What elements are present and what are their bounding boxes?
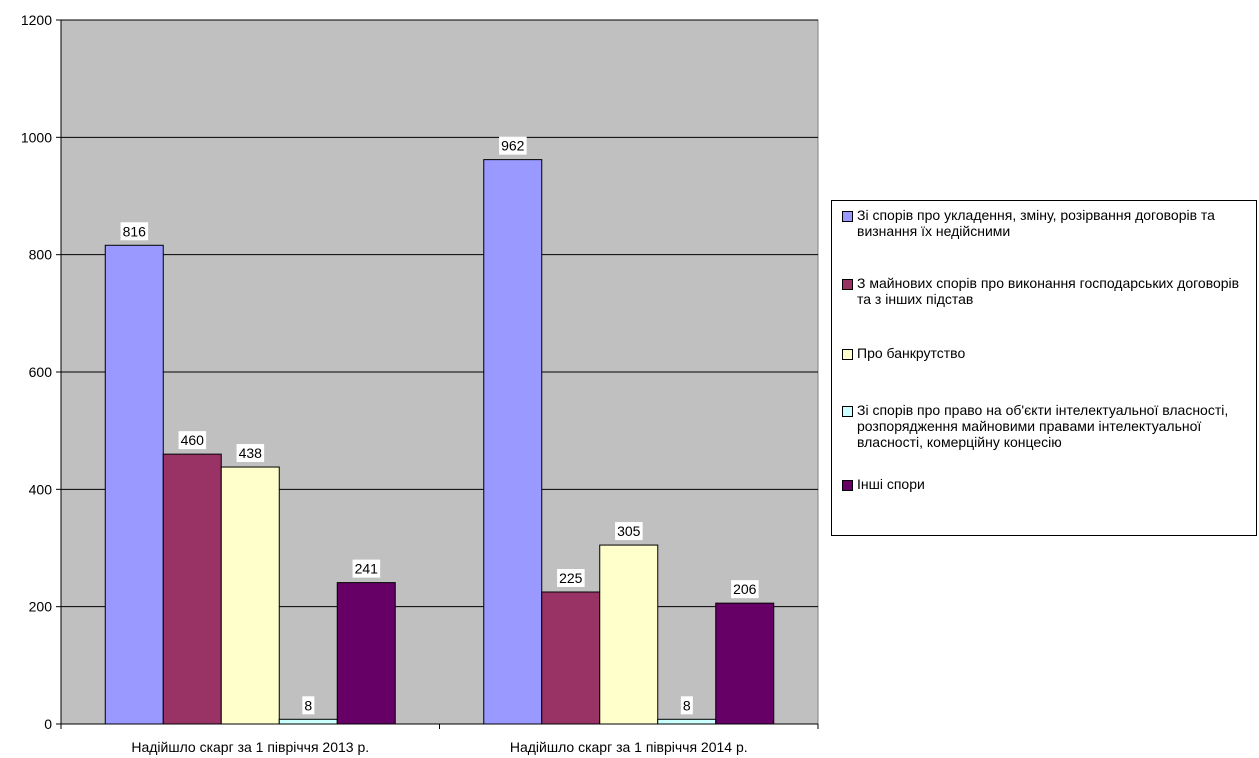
legend-label: З майнових спорів про виконання господар… [857, 275, 1240, 307]
legend-swatch [842, 349, 853, 360]
data-labels: 816 460 438 8 241 962 225 305 8 206 [120, 136, 759, 715]
x-category-label: Надійшло скарг за 1 півріччя 2014 р. [510, 739, 748, 755]
bar [104, 244, 164, 725]
data-label: 241 [355, 561, 379, 577]
legend-label: Про банкрутство [857, 345, 966, 361]
data-label-background [352, 559, 381, 578]
legend-swatch [842, 211, 853, 222]
data-label: 8 [683, 697, 691, 713]
data-label: 206 [733, 581, 757, 597]
y-tick-label: 200 [29, 599, 53, 615]
data-label-background [499, 136, 527, 155]
legend-item: З майнових спорів про виконання господар… [842, 275, 1250, 307]
bar [541, 591, 601, 725]
data-label: 962 [501, 138, 525, 154]
bars [104, 159, 775, 725]
legend-item: Зі спорів про право на об'єкти інтелекту… [842, 402, 1250, 450]
legend: Зі спорів про укладення, зміну, розірван… [831, 200, 1257, 536]
legend-label: Зі спорів про право на об'єкти інтелекту… [857, 402, 1229, 450]
bar [599, 544, 659, 725]
legend-label: Зі спорів про укладення, зміну, розірван… [857, 207, 1215, 239]
legend-swatch [842, 406, 853, 417]
bar [162, 453, 222, 725]
legend-label: Інші спори [857, 476, 925, 492]
y-axis: 0 200 400 600 800 1000 1200 [21, 12, 62, 732]
bar [220, 466, 280, 725]
bar [483, 159, 543, 725]
data-label-background [178, 431, 207, 450]
y-tick-label: 1000 [21, 129, 52, 145]
data-label-background [680, 696, 693, 715]
data-label: 225 [559, 570, 583, 586]
data-label-background [236, 444, 265, 463]
legend-swatch [842, 279, 853, 290]
data-label: 438 [239, 445, 263, 461]
x-category-label: Надійшло скарг за 1 півріччя 2013 р. [131, 739, 369, 755]
legend-item: Зі спорів про укладення, зміну, розірван… [842, 207, 1250, 239]
bar [278, 718, 338, 725]
data-label-background [557, 569, 585, 587]
bar [657, 718, 717, 725]
bar [715, 602, 775, 725]
y-tick-label: 800 [29, 247, 53, 263]
legend-item: Інші спори [842, 476, 1250, 492]
bar [336, 582, 396, 725]
data-label-background [120, 222, 149, 241]
y-tick-label: 0 [44, 716, 52, 732]
x-axis: Надійшло скарг за 1 півріччя 2013 р. Наді… [60, 723, 819, 755]
data-label-background [731, 580, 759, 599]
data-label: 816 [123, 223, 147, 239]
data-label: 305 [617, 523, 641, 539]
legend-item: Про банкрутство [842, 345, 1250, 361]
data-label: 460 [181, 432, 205, 448]
y-tick-label: 600 [29, 364, 53, 380]
data-label-background [302, 696, 315, 715]
y-tick-label: 1200 [21, 12, 52, 28]
data-label-background [615, 522, 643, 541]
data-label: 8 [304, 697, 312, 713]
y-tick-label: 400 [29, 481, 53, 497]
legend-swatch [842, 480, 853, 491]
